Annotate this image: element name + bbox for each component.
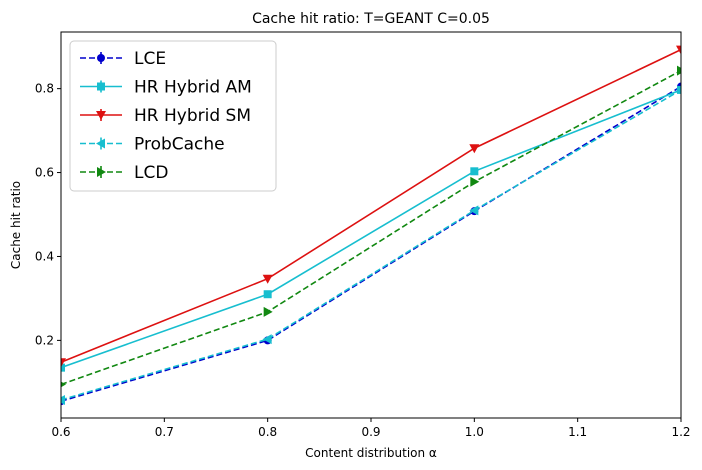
chart-title: Cache hit ratio: T=GEANT C=0.05 [252,11,490,27]
data-point-lcd [677,65,681,76]
legend-marker [96,138,105,149]
legend-marker [97,54,105,62]
series-probcache [61,87,681,405]
series-line-probcache [61,89,681,401]
y-axis-label: Cache hit ratio [9,181,23,269]
x-tick-label: 1.2 [671,425,690,439]
legend-entry-lce: LCE [80,49,166,69]
data-point-probcache [469,205,479,216]
ticks-layer: 0.6 0.7 0.8 0.9 1.0 1.1 1.2 0.2 0.4 0.6 0.8 [35,82,691,439]
x-tick-label: 0.9 [361,425,380,439]
legend-marker [97,82,105,91]
data-point-hr-hybrid-sm [676,45,681,55]
data-point-hr-hybrid-am [470,167,479,176]
x-tick-label: 1.0 [465,425,484,439]
data-point-hr-hybrid-sm [469,144,480,154]
legend-marker [97,167,106,177]
y-tick-label: 0.6 [35,166,54,180]
x-tick-label: 0.8 [258,425,277,439]
legend-label: LCD [134,163,168,183]
y-tick-label: 0.2 [35,333,54,347]
data-point-hr-hybrid-am [263,290,272,299]
legend-entry-hr-hybrid-sm: HR Hybrid SM [80,106,251,126]
legend-label: LCE [134,49,166,69]
series-lcd [61,65,681,388]
y-tick-label: 0.8 [35,82,54,96]
series-layer [61,45,681,406]
data-point-lcd [263,306,273,317]
data-point-hr-hybrid-sm [61,358,66,368]
data-point-hr-hybrid-sm [262,274,273,284]
plot-frame [60,31,682,419]
series-line-lcd [61,69,681,386]
data-point-hr-hybrid-am [61,363,65,372]
legend-marker [96,111,106,120]
x-tick-label: 0.7 [155,425,174,439]
legend-entry-hr-hybrid-am: HR Hybrid AM [80,78,252,98]
data-point-lcd [61,381,66,388]
legend: LCE HR Hybrid AM HR Hybrid SM ProbCache LCD [69,40,277,192]
y-tick-label: 0.4 [35,249,54,263]
series-line-hr-hybrid-sm [61,48,681,363]
series-line-lce [61,85,681,402]
x-tick-label: 0.6 [51,425,70,439]
legend-box [69,40,277,192]
legend-label: HR Hybrid SM [134,106,251,126]
legend-entry-probcache: ProbCache [80,135,225,155]
legend-label: HR Hybrid AM [134,78,252,98]
data-point-lcd [470,176,480,187]
data-point-probcache [262,334,272,345]
data-point-probcache [676,87,681,93]
series-hr-hybrid-sm [61,45,681,368]
legend-label: ProbCache [134,135,225,155]
series-line-hr-hybrid-am [61,89,681,369]
data-point-probcache [61,394,65,405]
legend-entry-lcd: LCD [80,163,168,183]
x-axis-label: Content distribution α [305,446,437,460]
x-tick-label: 1.1 [568,425,587,439]
